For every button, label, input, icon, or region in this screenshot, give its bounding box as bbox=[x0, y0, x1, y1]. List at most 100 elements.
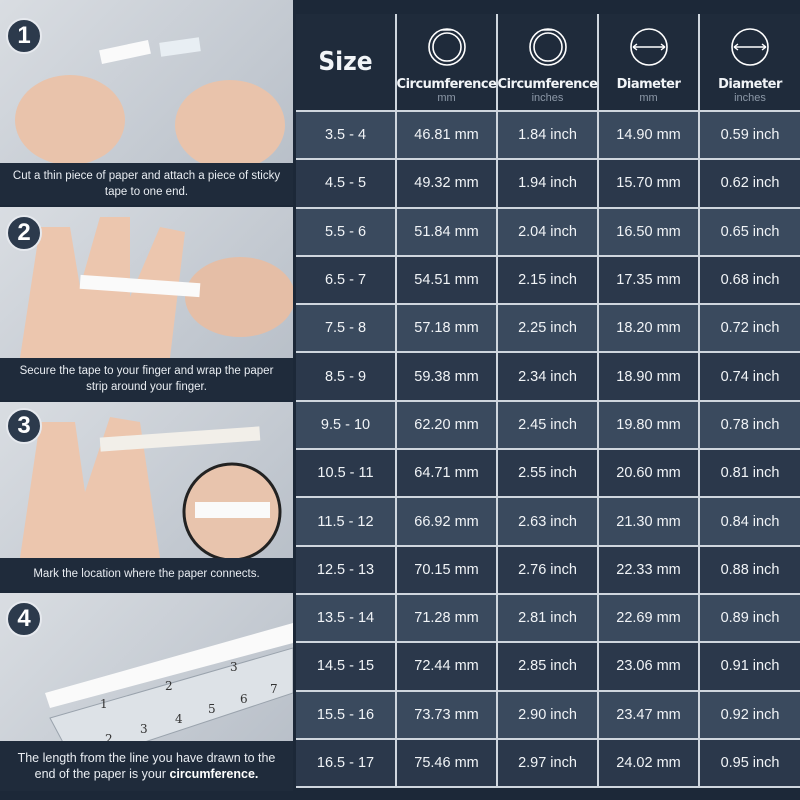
column-header: Diameter mm bbox=[599, 14, 700, 112]
table-cell: 0.59 inch bbox=[700, 112, 800, 161]
table-row: 3.5 - 4 46.81 mm 1.84 inch 14.90 mm 0.59 inc… bbox=[296, 112, 800, 161]
ruler-number: 2 bbox=[165, 679, 173, 693]
ruler-number: 2 bbox=[105, 732, 113, 741]
ruler-number: 3 bbox=[140, 722, 148, 736]
table-cell: 9.5 - 10 bbox=[296, 401, 397, 451]
step-3-photo bbox=[0, 402, 293, 562]
step-2-panel: 2 Secure the tape to your finger and wra… bbox=[0, 207, 293, 400]
ruler-number: 3 bbox=[230, 660, 238, 674]
ring-diameter-icon bbox=[730, 27, 770, 71]
step-number-badge: 1 bbox=[6, 18, 42, 54]
table-cell: 0.84 inch bbox=[700, 498, 800, 547]
table-row: 16.5 - 17 75.46 mm 2.97 inch 24.02 mm 0.95 i… bbox=[296, 739, 800, 789]
column-title: Circumference bbox=[396, 77, 497, 92]
table-header-row: Size Circumference mm Circumference inches Di… bbox=[296, 14, 800, 112]
table-cell: 6.5 - 7 bbox=[296, 256, 397, 306]
table-row: 8.5 - 9 59.38 mm 2.34 inch 18.90 mm 0.74 inc… bbox=[296, 353, 800, 402]
table-cell: 0.81 inch bbox=[700, 450, 800, 499]
step-number-badge: 3 bbox=[6, 408, 42, 444]
table-cell: 24.02 mm bbox=[599, 739, 700, 789]
table-cell: 0.89 inch bbox=[700, 595, 800, 644]
ruler-illustration: 1234567123 bbox=[45, 623, 293, 766]
table-cell: 10.5 - 11 bbox=[296, 450, 397, 499]
column-title: Circumference bbox=[497, 77, 598, 92]
table-row: 15.5 - 16 73.73 mm 2.90 inch 23.47 mm 0.92 i… bbox=[296, 691, 800, 740]
column-unit: mm bbox=[437, 92, 456, 104]
table-cell: 2.81 inch bbox=[498, 594, 599, 644]
table-cell: 62.20 mm bbox=[397, 401, 498, 451]
step-caption: Cut a thin piece of paper and attach a p… bbox=[0, 163, 293, 205]
mark-paper-illustration bbox=[20, 417, 282, 562]
table-cell: 23.06 mm bbox=[599, 643, 700, 692]
step-4-panel: 1234567123 4 The length from the line yo… bbox=[0, 593, 293, 793]
step-1-photo bbox=[0, 0, 293, 170]
table-cell: 2.97 inch bbox=[498, 739, 599, 789]
table-cell: 64.71 mm bbox=[397, 450, 498, 499]
table-cell: 1.84 inch bbox=[498, 112, 599, 161]
table-row: 6.5 - 7 54.51 mm 2.15 inch 17.35 mm 0.68 inc… bbox=[296, 256, 800, 306]
ring-circumference-icon bbox=[528, 27, 568, 71]
column-header: Diameter inches bbox=[700, 14, 800, 112]
table-cell: 13.5 - 14 bbox=[296, 594, 397, 644]
step-caption: Mark the location where the paper connec… bbox=[0, 558, 293, 590]
table-cell: 0.92 inch bbox=[700, 692, 800, 740]
table-cell: 59.38 mm bbox=[397, 353, 498, 402]
table-row: 14.5 - 15 72.44 mm 2.85 inch 23.06 mm 0.91 i… bbox=[296, 643, 800, 692]
table-cell: 3.5 - 4 bbox=[296, 112, 397, 161]
table-cell: 5.5 - 6 bbox=[296, 208, 397, 257]
table-cell: 19.80 mm bbox=[599, 401, 700, 451]
table-cell: 72.44 mm bbox=[397, 643, 498, 692]
table-cell: 15.70 mm bbox=[599, 160, 700, 209]
table-cell: 2.45 inch bbox=[498, 401, 599, 451]
hands-paper-illustration bbox=[15, 37, 285, 170]
table-cell: 14.90 mm bbox=[599, 112, 700, 161]
table-cell: 0.68 inch bbox=[700, 257, 800, 306]
table-cell: 18.20 mm bbox=[599, 305, 700, 354]
step-number-badge: 2 bbox=[6, 215, 42, 251]
table-cell: 0.91 inch bbox=[700, 643, 800, 692]
table-cell: 14.5 - 15 bbox=[296, 643, 397, 692]
table-cell: 23.47 mm bbox=[599, 691, 700, 740]
table-cell: 0.74 inch bbox=[700, 353, 800, 402]
table-cell: 0.78 inch bbox=[700, 402, 800, 451]
table-row: 13.5 - 14 71.28 mm 2.81 inch 22.69 mm 0.89 i… bbox=[296, 594, 800, 644]
table-cell: 0.65 inch bbox=[700, 209, 800, 257]
step-caption: Secure the tape to your finger and wrap … bbox=[0, 358, 293, 400]
column-title: Size bbox=[318, 47, 373, 77]
table-cell: 66.92 mm bbox=[397, 498, 498, 547]
table-cell: 11.5 - 12 bbox=[296, 498, 397, 547]
table-cell: 15.5 - 16 bbox=[296, 691, 397, 740]
table-row: 10.5 - 11 64.71 mm 2.55 inch 20.60 mm 0.81 i… bbox=[296, 450, 800, 499]
table-row: 4.5 - 5 49.32 mm 1.94 inch 15.70 mm 0.62 inc… bbox=[296, 160, 800, 209]
table-cell: 16.5 - 17 bbox=[296, 739, 397, 789]
table-row: 12.5 - 13 70.15 mm 2.76 inch 22.33 mm 0.88 i… bbox=[296, 546, 800, 595]
table-cell: 2.55 inch bbox=[498, 450, 599, 499]
table-cell: 8.5 - 9 bbox=[296, 353, 397, 402]
table-cell: 2.04 inch bbox=[498, 208, 599, 257]
table-cell: 22.33 mm bbox=[599, 546, 700, 595]
step-caption: The length from the line you have drawn … bbox=[0, 741, 293, 791]
table-cell: 71.28 mm bbox=[397, 594, 498, 644]
table-cell: 17.35 mm bbox=[599, 256, 700, 306]
table-cell: 57.18 mm bbox=[397, 305, 498, 354]
table-cell: 2.85 inch bbox=[498, 643, 599, 692]
column-unit: inches bbox=[531, 92, 564, 104]
table-cell: 70.15 mm bbox=[397, 546, 498, 595]
column-header: Circumference mm bbox=[397, 14, 498, 112]
column-unit: mm bbox=[639, 92, 658, 104]
table-cell: 49.32 mm bbox=[397, 160, 498, 209]
table-cell: 2.25 inch bbox=[498, 305, 599, 354]
ruler-number: 6 bbox=[240, 692, 248, 706]
step-number-badge: 4 bbox=[6, 601, 42, 637]
step-1-panel: 1 Cut a thin piece of paper and attach a… bbox=[0, 0, 293, 205]
table-cell: 1.94 inch bbox=[498, 160, 599, 209]
table-cell: 51.84 mm bbox=[397, 208, 498, 257]
table-cell: 46.81 mm bbox=[397, 112, 498, 161]
table-cell: 0.72 inch bbox=[700, 305, 800, 354]
table-cell: 0.62 inch bbox=[700, 160, 800, 209]
table-cell: 2.63 inch bbox=[498, 498, 599, 547]
ring-circumference-icon bbox=[427, 27, 467, 71]
table-cell: 21.30 mm bbox=[599, 498, 700, 547]
column-header: Circumference inches bbox=[498, 14, 599, 112]
table-cell: 4.5 - 5 bbox=[296, 160, 397, 209]
